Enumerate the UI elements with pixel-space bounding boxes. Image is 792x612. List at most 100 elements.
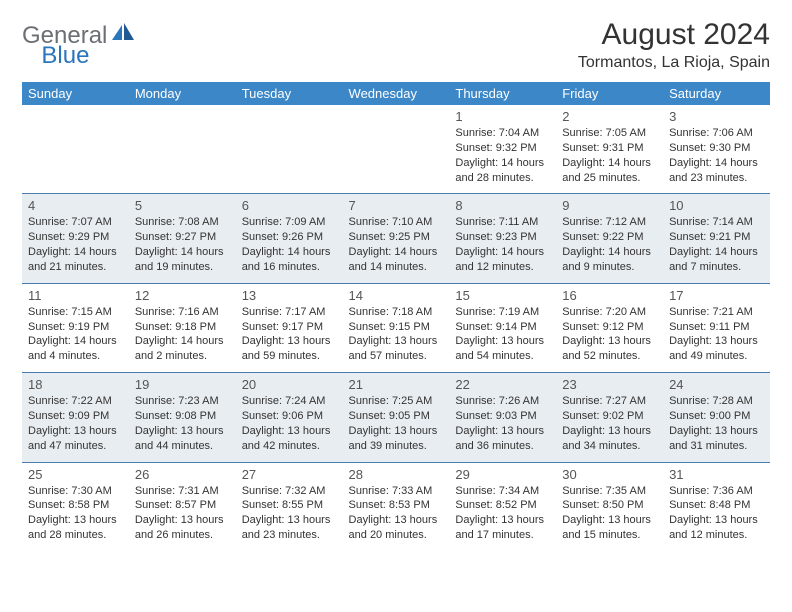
day-daylight: Daylight: 13 hours and 28 minutes. — [28, 513, 123, 543]
day-sunset: Sunset: 8:58 PM — [28, 498, 123, 513]
day-sunrise: Sunrise: 7:17 AM — [242, 305, 337, 320]
day-number: 19 — [135, 377, 230, 392]
day-header: Monday — [129, 82, 236, 105]
header-row: General Blue August 2024 Tormantos, La R… — [22, 18, 770, 72]
calendar-day-cell: 24Sunrise: 7:28 AMSunset: 9:00 PMDayligh… — [663, 373, 770, 462]
calendar-table: Sunday Monday Tuesday Wednesday Thursday… — [22, 82, 770, 551]
day-sunset: Sunset: 9:12 PM — [562, 320, 657, 335]
day-sunrise: Sunrise: 7:25 AM — [349, 394, 444, 409]
calendar-day-cell: 30 Sunrise: 7:35 AMSunset: 8:50 PMDayligh… — [556, 462, 663, 551]
day-daylight: Daylight: 13 hours and 34 minutes. — [562, 424, 657, 454]
calendar-day-cell: 25Sunrise: 7:30 AMSunset: 8:58 PMDayligh… — [22, 462, 129, 551]
day-sunset: Sunset: 8:55 PM — [242, 498, 337, 513]
day-number: 25 — [28, 467, 123, 482]
day-sunrise: Sunrise: 7:18 AM — [349, 305, 444, 320]
day-number: 17 — [669, 288, 764, 303]
day-number: 27 — [242, 467, 337, 482]
day-daylight: Daylight: 13 hours and 23 minutes. — [242, 513, 337, 543]
day-sunset: Sunset: 9:32 PM — [455, 141, 550, 156]
day-sunrise: Sunrise: 7:33 AM — [349, 484, 444, 499]
calendar-day-cell: 21Sunrise: 7:25 AMSunset: 9:05 PMDayligh… — [343, 373, 450, 462]
day-sunrise: Sunrise: 7:35 AM — [562, 484, 657, 499]
day-sunrise: Sunrise: 7:10 AM — [349, 215, 444, 230]
day-sunset: Sunset: 9:06 PM — [242, 409, 337, 424]
day-number: 24 — [669, 377, 764, 392]
day-daylight: Daylight: 14 hours and 25 minutes. — [562, 156, 657, 186]
day-sunset: Sunset: 9:08 PM — [135, 409, 230, 424]
day-number: 15 — [455, 288, 550, 303]
day-sunrise: Sunrise: 7:31 AM — [135, 484, 230, 499]
day-daylight: Daylight: 13 hours and 49 minutes. — [669, 334, 764, 364]
day-daylight: Daylight: 13 hours and 31 minutes. — [669, 424, 764, 454]
day-sunrise: Sunrise: 7:32 AM — [242, 484, 337, 499]
day-sunset: Sunset: 9:03 PM — [455, 409, 550, 424]
day-sunset: Sunset: 9:27 PM — [135, 230, 230, 245]
day-daylight: Daylight: 13 hours and 44 minutes. — [135, 424, 230, 454]
day-number: 9 — [562, 198, 657, 213]
title-block: August 2024 Tormantos, La Rioja, Spain — [578, 18, 770, 72]
calendar-week-row: 18 Sunrise: 7:22 AMSunset: 9:09 PM Dayligh… — [22, 373, 770, 462]
day-sunrise: Sunrise: 7:12 AM — [562, 215, 657, 230]
day-sunset: Sunset: 8:57 PM — [135, 498, 230, 513]
calendar-day-cell — [22, 105, 129, 194]
calendar-day-cell: 4Sunrise: 7:07 AMSunset: 9:29 PMDaylight… — [22, 194, 129, 283]
day-sunset: Sunset: 9:19 PM — [28, 320, 123, 335]
day-number: 31 — [669, 467, 764, 482]
day-sunset: Sunset: 8:50 PM — [562, 498, 657, 513]
calendar-day-cell: 17Sunrise: 7:21 AMSunset: 9:11 PMDayligh… — [663, 283, 770, 372]
day-sunrise: Sunrise: 7:34 AM — [455, 484, 550, 499]
day-sunrise: Sunrise: 7:08 AM — [135, 215, 230, 230]
calendar-day-cell: 15Sunrise: 7:19 AMSunset: 9:14 PMDayligh… — [449, 283, 556, 372]
month-title: August 2024 — [578, 18, 770, 52]
calendar-week-row: 11Sunrise: 7:15 AMSunset: 9:19 PMDayligh… — [22, 283, 770, 372]
day-sunrise: Sunrise: 7:22 AM — [28, 394, 123, 409]
calendar-day-cell: 23Sunrise: 7:27 AMSunset: 9:02 PMDayligh… — [556, 373, 663, 462]
day-number: 22 — [455, 377, 550, 392]
day-number: 18 — [28, 377, 123, 392]
day-daylight: Daylight: 13 hours and 57 minutes. — [349, 334, 444, 364]
day-number: 29 — [455, 467, 550, 482]
day-number: 13 — [242, 288, 337, 303]
day-sunrise: Sunrise: 7:11 AM — [455, 215, 550, 230]
day-number: 14 — [349, 288, 444, 303]
day-daylight: Daylight: 13 hours and 15 minutes. — [562, 513, 657, 543]
day-sunrise: Sunrise: 7:09 AM — [242, 215, 337, 230]
calendar-day-cell: 5Sunrise: 7:08 AMSunset: 9:27 PMDaylight… — [129, 194, 236, 283]
day-sunset: Sunset: 9:11 PM — [669, 320, 764, 335]
day-number: 26 — [135, 467, 230, 482]
day-header: Friday — [556, 82, 663, 105]
day-daylight: Daylight: 13 hours and 20 minutes. — [349, 513, 444, 543]
calendar-day-cell: 26Sunrise: 7:31 AMSunset: 8:57 PMDayligh… — [129, 462, 236, 551]
day-daylight: Daylight: 14 hours and 9 minutes. — [562, 245, 657, 275]
calendar-day-cell: 3Sunrise: 7:06 AMSunset: 9:30 PMDaylight… — [663, 105, 770, 194]
day-sunset: Sunset: 9:09 PM — [28, 409, 123, 424]
day-daylight: Daylight: 13 hours and 36 minutes. — [455, 424, 550, 454]
calendar-day-cell — [236, 105, 343, 194]
day-number: 8 — [455, 198, 550, 213]
calendar-day-cell: 7Sunrise: 7:10 AMSunset: 9:25 PMDaylight… — [343, 194, 450, 283]
day-daylight: Daylight: 13 hours and 12 minutes. — [669, 513, 764, 543]
day-number: 1 — [455, 109, 550, 124]
day-daylight: Daylight: 14 hours and 21 minutes. — [28, 245, 123, 275]
day-sunrise: Sunrise: 7:19 AM — [455, 305, 550, 320]
calendar-day-cell: 1Sunrise: 7:04 AMSunset: 9:32 PMDaylight… — [449, 105, 556, 194]
day-daylight: Daylight: 13 hours and 52 minutes. — [562, 334, 657, 364]
calendar-day-cell: 27 Sunrise: 7:32 AMSunset: 8:55 PMDayligh… — [236, 462, 343, 551]
day-sunrise: Sunrise: 7:27 AM — [562, 394, 657, 409]
day-sunrise: Sunrise: 7:23 AM — [135, 394, 230, 409]
day-daylight: Daylight: 14 hours and 7 minutes. — [669, 245, 764, 275]
calendar-day-cell: 2Sunrise: 7:05 AMSunset: 9:31 PMDaylight… — [556, 105, 663, 194]
day-sunset: Sunset: 9:23 PM — [455, 230, 550, 245]
calendar-day-cell: 31Sunrise: 7:36 AMSunset: 8:48 PMDayligh… — [663, 462, 770, 551]
day-number: 12 — [135, 288, 230, 303]
calendar-day-cell: 14Sunrise: 7:18 AMSunset: 9:15 PMDayligh… — [343, 283, 450, 372]
day-daylight: Daylight: 14 hours and 2 minutes. — [135, 334, 230, 364]
day-number: 3 — [669, 109, 764, 124]
day-sunset: Sunset: 9:18 PM — [135, 320, 230, 335]
day-number: 11 — [28, 288, 123, 303]
day-number: 20 — [242, 377, 337, 392]
day-daylight: Daylight: 14 hours and 14 minutes. — [349, 245, 444, 275]
day-number: 7 — [349, 198, 444, 213]
day-sunset: Sunset: 8:53 PM — [349, 498, 444, 513]
day-number: 30 — [562, 467, 657, 482]
